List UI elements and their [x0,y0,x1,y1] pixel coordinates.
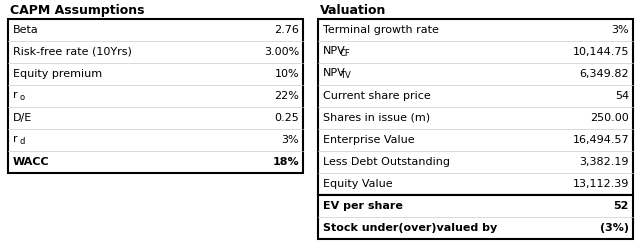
Text: 16,494.57: 16,494.57 [572,135,629,145]
Text: 10,144.75: 10,144.75 [573,47,629,57]
Text: 250.00: 250.00 [590,113,629,123]
Text: 3.00%: 3.00% [264,47,299,57]
Text: Equity Value: Equity Value [323,179,392,189]
Text: 6,349.82: 6,349.82 [579,69,629,79]
Text: D/E: D/E [13,113,32,123]
Text: NPV: NPV [323,46,346,56]
Bar [318,19,633,195]
Text: WACC: WACC [13,157,50,167]
Text: 3%: 3% [282,135,299,145]
Text: 3,382.19: 3,382.19 [579,157,629,167]
Bar [318,195,633,239]
Text: 22%: 22% [274,91,299,101]
Text: NPV: NPV [323,68,346,78]
Text: 0.25: 0.25 [275,113,299,123]
Bar [8,19,303,173]
Text: TV: TV [340,71,351,80]
Text: 54: 54 [615,91,629,101]
Text: o: o [19,94,24,103]
Text: (3%): (3%) [600,223,629,233]
Text: Current share price: Current share price [323,91,431,101]
Text: Terminal growth rate: Terminal growth rate [323,25,439,35]
Text: Beta: Beta [13,25,39,35]
Text: 13,112.39: 13,112.39 [573,179,629,189]
Text: Shares in issue (m): Shares in issue (m) [323,113,430,123]
Text: 3%: 3% [611,25,629,35]
Text: Risk-free rate (10Yrs): Risk-free rate (10Yrs) [13,47,132,57]
Text: 18%: 18% [273,157,299,167]
Text: Less Debt Outstanding: Less Debt Outstanding [323,157,450,167]
Text: 10%: 10% [275,69,299,79]
Text: Equity premium: Equity premium [13,69,102,79]
Text: Valuation: Valuation [320,4,387,17]
Text: EV per share: EV per share [323,201,403,211]
Text: r: r [13,90,18,100]
Text: CAPM Assumptions: CAPM Assumptions [10,4,145,17]
Text: Enterprise Value: Enterprise Value [323,135,415,145]
Text: CF: CF [340,50,351,59]
Text: 52: 52 [614,201,629,211]
Text: r: r [13,134,18,144]
Text: Stock under(over)valued by: Stock under(over)valued by [323,223,497,233]
Text: 2.76: 2.76 [274,25,299,35]
Text: d: d [19,138,24,147]
